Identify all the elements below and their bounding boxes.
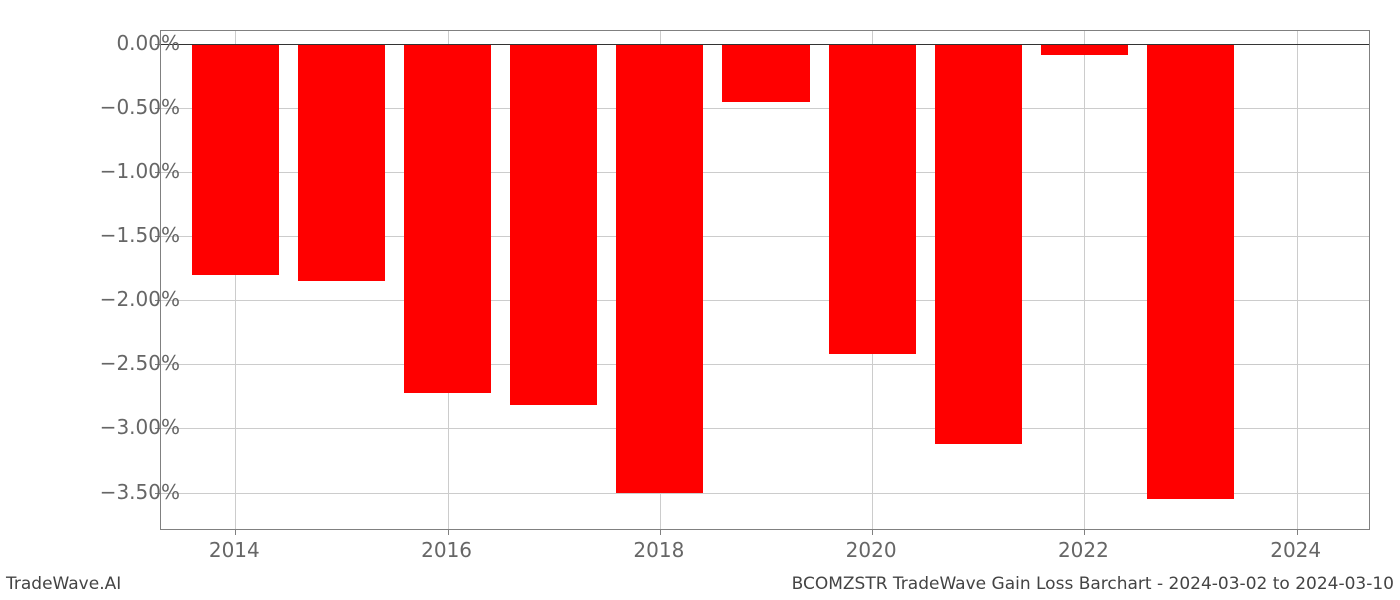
bar-2016 bbox=[404, 44, 491, 393]
bar-2019 bbox=[722, 44, 809, 102]
xtick-label: 2022 bbox=[1058, 538, 1109, 562]
ytick-label: −1.50% bbox=[50, 223, 180, 247]
gridline-vertical bbox=[1297, 31, 1298, 529]
xtick-label: 2024 bbox=[1270, 538, 1321, 562]
ytick-label: −2.00% bbox=[50, 287, 180, 311]
bar-2014 bbox=[192, 44, 279, 275]
gridline-vertical bbox=[1084, 31, 1085, 529]
xtick-mark bbox=[235, 529, 236, 535]
ytick-label: −2.50% bbox=[50, 351, 180, 375]
xtick-mark bbox=[872, 529, 873, 535]
ytick-label: −0.50% bbox=[50, 95, 180, 119]
footer-right-text: BCOMZSTR TradeWave Gain Loss Barchart - … bbox=[792, 574, 1394, 594]
ytick-label: −3.50% bbox=[50, 480, 180, 504]
bar-2017 bbox=[510, 44, 597, 406]
zero-line bbox=[161, 44, 1369, 45]
bar-2023 bbox=[1147, 44, 1234, 499]
xtick-label: 2020 bbox=[846, 538, 897, 562]
xtick-mark bbox=[1084, 529, 1085, 535]
bar-2015 bbox=[298, 44, 385, 281]
xtick-mark bbox=[448, 529, 449, 535]
bar-2021 bbox=[935, 44, 1022, 444]
ytick-label: −3.00% bbox=[50, 415, 180, 439]
ytick-label: −1.00% bbox=[50, 159, 180, 183]
bar-2022 bbox=[1041, 44, 1128, 56]
plot-border bbox=[160, 30, 1370, 530]
xtick-label: 2018 bbox=[633, 538, 684, 562]
ytick-label: 0.00% bbox=[50, 31, 180, 55]
xtick-label: 2016 bbox=[421, 538, 472, 562]
xtick-label: 2014 bbox=[209, 538, 260, 562]
bar-2020 bbox=[829, 44, 916, 354]
footer-left-text: TradeWave.AI bbox=[6, 574, 121, 594]
chart-plot-area bbox=[160, 30, 1370, 530]
bar-2018 bbox=[616, 44, 703, 493]
xtick-mark bbox=[660, 529, 661, 535]
xtick-mark bbox=[1297, 529, 1298, 535]
